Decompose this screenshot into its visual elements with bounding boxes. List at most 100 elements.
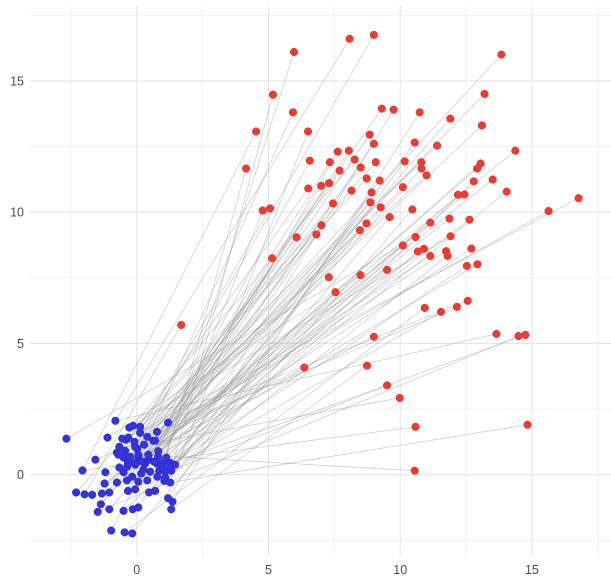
- connector-line: [142, 203, 334, 470]
- red-data-point: [177, 320, 186, 330]
- blue-data-point: [96, 500, 105, 509]
- blue-data-point: [168, 497, 177, 506]
- connector-line: [171, 365, 368, 510]
- blue-data-point: [123, 486, 133, 495]
- blue-data-point: [115, 442, 124, 451]
- blue-data-point: [146, 467, 155, 476]
- red-data-point: [446, 232, 455, 241]
- blue-data-point: [131, 458, 140, 467]
- red-data-point: [356, 271, 365, 280]
- blue-data-point: [151, 436, 160, 445]
- connector-line: [162, 334, 526, 468]
- red-data-point: [411, 232, 420, 242]
- blue-data-point: [124, 433, 133, 442]
- red-data-point: [356, 163, 365, 172]
- blue-data-point: [128, 529, 137, 538]
- red-data-point: [477, 121, 486, 130]
- connector-line: [167, 192, 372, 499]
- red-data-point: [426, 251, 435, 260]
- y-axis-tick-label: 5: [17, 337, 24, 351]
- blue-data-point: [100, 479, 109, 488]
- connector-line: [105, 250, 447, 473]
- connector-line: [115, 333, 497, 422]
- x-axis-tick-label: 15: [525, 563, 539, 577]
- blue-data-point: [161, 473, 170, 482]
- blue-data-point: [131, 442, 140, 451]
- red-data-point: [473, 260, 482, 269]
- blue-data-point: [101, 468, 110, 477]
- blue-data-point: [153, 472, 162, 481]
- red-data-point: [325, 179, 334, 188]
- red-data-point: [347, 186, 356, 195]
- red-data-point: [492, 329, 501, 338]
- red-data-point: [288, 108, 298, 117]
- red-data-point: [305, 156, 314, 165]
- red-data-point: [467, 244, 476, 253]
- blue-data-point: [164, 418, 173, 427]
- blue-data-point: [111, 416, 120, 425]
- red-data-point: [252, 127, 261, 136]
- blue-data-point: [72, 488, 81, 497]
- connector-line: [148, 218, 450, 455]
- red-data-point: [350, 155, 359, 164]
- red-data-point: [304, 184, 313, 193]
- red-data-point: [511, 146, 520, 155]
- connector-line: [104, 248, 425, 484]
- blue-data-point: [125, 423, 134, 432]
- blue-data-point: [80, 490, 89, 499]
- red-data-point: [312, 230, 321, 239]
- red-data-point: [411, 422, 420, 431]
- connector-line: [157, 234, 317, 457]
- connector-line: [124, 307, 425, 533]
- red-data-point: [514, 331, 523, 341]
- red-data-point: [398, 183, 407, 192]
- red-data-point: [366, 198, 375, 207]
- red-data-point: [410, 466, 419, 475]
- blue-data-point: [134, 450, 143, 459]
- red-data-point: [242, 164, 251, 173]
- connector-line: [157, 311, 442, 478]
- red-data-point: [398, 241, 407, 250]
- red-data-point: [446, 114, 455, 123]
- red-data-point: [389, 105, 398, 114]
- blue-data-point: [112, 478, 122, 487]
- blue-data-point: [105, 505, 114, 514]
- red-data-point: [377, 104, 386, 113]
- red-data-point: [419, 244, 428, 253]
- red-data-point: [410, 138, 419, 147]
- red-data-point: [367, 188, 376, 197]
- red-data-point: [426, 218, 435, 227]
- red-data-point: [473, 164, 482, 173]
- red-data-point: [375, 176, 384, 185]
- blue-data-point: [88, 490, 97, 499]
- red-data-point: [303, 127, 313, 136]
- connector-line: [143, 112, 294, 445]
- blue-data-point: [150, 457, 159, 466]
- blue-data-point: [62, 434, 71, 443]
- red-data-point: [443, 251, 452, 260]
- red-data-point: [369, 332, 378, 341]
- connector-line: [134, 208, 271, 442]
- red-data-point: [544, 206, 553, 216]
- red-data-point: [488, 175, 497, 184]
- blue-data-point: [128, 472, 137, 481]
- red-data-point: [480, 89, 489, 98]
- red-data-point: [376, 203, 385, 212]
- red-data-point: [328, 199, 338, 208]
- red-data-point: [382, 381, 392, 390]
- blue-data-point: [134, 503, 143, 512]
- blue-data-point: [105, 488, 114, 497]
- blue-data-point: [103, 433, 112, 442]
- red-data-point: [268, 254, 277, 263]
- connector-line: [138, 454, 415, 472]
- red-data-point: [289, 47, 299, 56]
- red-data-point: [574, 194, 583, 203]
- connector-line: [154, 181, 474, 492]
- connector-line: [171, 385, 388, 472]
- red-data-point: [460, 190, 469, 199]
- connector-line: [146, 167, 361, 438]
- blue-data-point: [143, 476, 152, 485]
- connector-line: [170, 424, 528, 483]
